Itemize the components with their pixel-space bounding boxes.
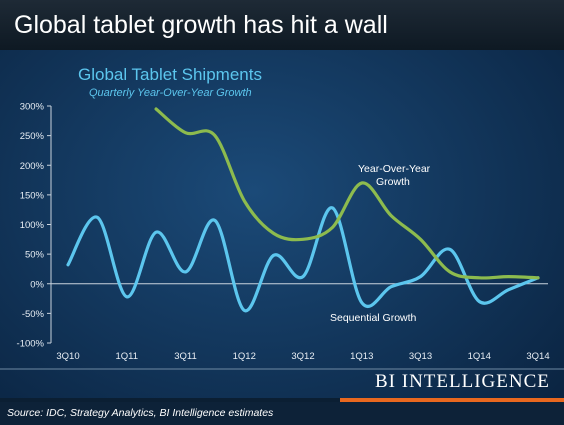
x-tick-label: 3Q13 [409, 351, 432, 362]
headline: Global tablet growth has hit a wall [14, 11, 388, 39]
x-tick-label: 1Q12 [233, 351, 256, 362]
y-tick-label: 0% [30, 279, 44, 290]
yoy-growth-line [154, 107, 540, 280]
headline-bar [0, 0, 564, 50]
x-tick-label: 3Q14 [526, 351, 549, 362]
y-tick-label: 100% [20, 220, 45, 231]
chart-title: Global Tablet Shipments [78, 65, 262, 84]
x-tick-label: 1Q13 [350, 351, 373, 362]
y-tick-label: -100% [17, 339, 45, 350]
source-strip [0, 402, 564, 425]
plot-area [66, 107, 540, 313]
source-note: Source: IDC, Strategy Analytics, BI Inte… [7, 407, 274, 419]
y-tick-label: -50% [22, 309, 45, 320]
source-bar-accent [340, 398, 564, 402]
y-tick-label: 50% [25, 250, 45, 261]
y-tick-label: 300% [20, 102, 45, 113]
y-tick-label: 200% [20, 161, 45, 172]
source-bar-left [0, 398, 340, 402]
x-tick-label: 3Q12 [291, 351, 314, 362]
x-tick-label: 1Q14 [468, 351, 491, 362]
brand-logo: BI INTELLIGENCE [375, 371, 550, 392]
x-tick-label: 3Q11 [174, 351, 197, 362]
yoy-annotation-line-2: Growth [376, 176, 410, 188]
y-tick-label: 150% [20, 190, 45, 201]
x-tick-label: 3Q10 [56, 351, 79, 362]
sequential-growth-line [66, 206, 540, 313]
yoy-annotation-line-1: Year-Over-Year [358, 163, 431, 175]
chart-subtitle: Quarterly Year-Over-Year Growth [89, 87, 252, 99]
y-tick-label: 250% [20, 131, 45, 142]
axes: 300% 250% 200% 150% 100% 50% 0% -50% -100% 3Q10 1Q… [17, 102, 550, 363]
sequential-annotation: Sequential Growth [330, 312, 417, 324]
x-tick-label: 1Q11 [115, 351, 138, 362]
